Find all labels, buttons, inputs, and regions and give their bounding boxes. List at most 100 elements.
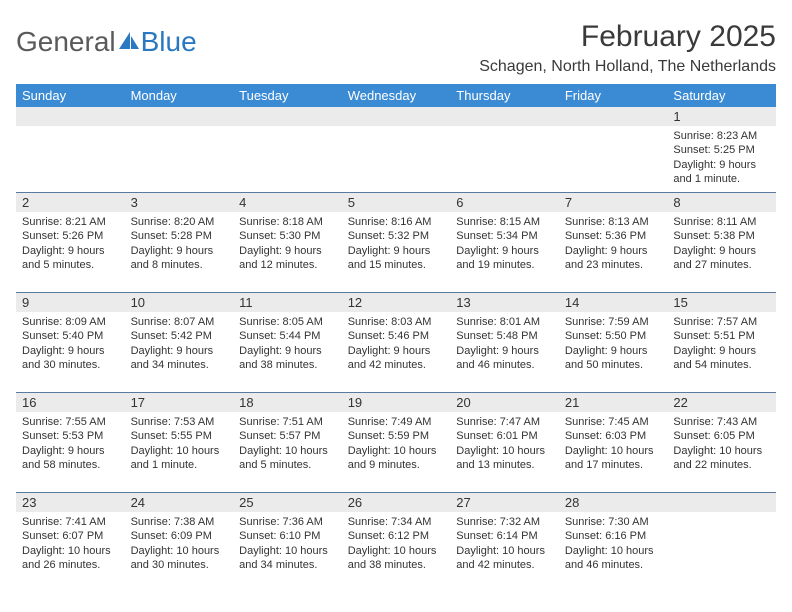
daynum-row: 2345678 (16, 192, 776, 212)
day-cell: Sunrise: 7:41 AMSunset: 6:07 PMDaylight:… (16, 512, 125, 592)
day-cell (342, 126, 451, 192)
sunrise-text: Sunrise: 8:15 AM (456, 215, 553, 229)
sunset-text: Sunset: 5:30 PM (239, 229, 336, 243)
sunset-text: Sunset: 6:14 PM (456, 529, 553, 543)
day-cell: Sunrise: 7:51 AMSunset: 5:57 PMDaylight:… (233, 412, 342, 492)
day-number: 6 (450, 193, 559, 212)
sunset-text: Sunset: 5:25 PM (673, 143, 770, 157)
sunset-text: Sunset: 5:42 PM (131, 329, 228, 343)
week-row: Sunrise: 7:41 AMSunset: 6:07 PMDaylight:… (16, 512, 776, 592)
sunrise-text: Sunrise: 7:59 AM (565, 315, 662, 329)
sunset-text: Sunset: 5:40 PM (22, 329, 119, 343)
daylight-text: and 9 minutes. (348, 458, 445, 472)
daylight-text: Daylight: 9 hours (239, 244, 336, 258)
daynum-row: 232425262728 (16, 492, 776, 512)
sunrise-text: Sunrise: 7:30 AM (565, 515, 662, 529)
day-number (559, 107, 668, 126)
sunset-text: Sunset: 5:26 PM (22, 229, 119, 243)
daylight-text: Daylight: 10 hours (673, 444, 770, 458)
sunrise-text: Sunrise: 7:38 AM (131, 515, 228, 529)
daylight-text: Daylight: 10 hours (348, 444, 445, 458)
location: Schagen, North Holland, The Netherlands (479, 58, 776, 76)
day-cell: Sunrise: 7:36 AMSunset: 6:10 PMDaylight:… (233, 512, 342, 592)
month-title: February 2025 (479, 20, 776, 54)
sunrise-text: Sunrise: 8:09 AM (22, 315, 119, 329)
day-number: 3 (125, 193, 234, 212)
daylight-text: and 27 minutes. (673, 258, 770, 272)
sunset-text: Sunset: 5:57 PM (239, 429, 336, 443)
sunrise-text: Sunrise: 8:07 AM (131, 315, 228, 329)
daylight-text: and 38 minutes. (239, 358, 336, 372)
sunrise-text: Sunrise: 7:36 AM (239, 515, 336, 529)
dayhead-wed: Wednesday (342, 84, 451, 107)
weeks-container: 1Sunrise: 8:23 AMSunset: 5:25 PMDaylight… (16, 107, 776, 592)
daylight-text: and 46 minutes. (456, 358, 553, 372)
sunrise-text: Sunrise: 8:05 AM (239, 315, 336, 329)
sunset-text: Sunset: 6:10 PM (239, 529, 336, 543)
day-cell: Sunrise: 7:30 AMSunset: 6:16 PMDaylight:… (559, 512, 668, 592)
daylight-text: and 5 minutes. (22, 258, 119, 272)
day-cell: Sunrise: 8:05 AMSunset: 5:44 PMDaylight:… (233, 312, 342, 392)
sunset-text: Sunset: 6:01 PM (456, 429, 553, 443)
dayhead-thu: Thursday (450, 84, 559, 107)
day-number: 20 (450, 393, 559, 412)
logo-sail-icon (118, 26, 140, 58)
daylight-text: and 42 minutes. (456, 558, 553, 572)
day-cell: Sunrise: 7:57 AMSunset: 5:51 PMDaylight:… (667, 312, 776, 392)
daylight-text: Daylight: 10 hours (131, 444, 228, 458)
daylight-text: Daylight: 9 hours (565, 344, 662, 358)
sunrise-text: Sunrise: 8:13 AM (565, 215, 662, 229)
daylight-text: Daylight: 10 hours (565, 544, 662, 558)
daylight-text: Daylight: 10 hours (239, 444, 336, 458)
dayhead-tue: Tuesday (233, 84, 342, 107)
sunrise-text: Sunrise: 8:20 AM (131, 215, 228, 229)
day-cell (16, 126, 125, 192)
day-number: 16 (16, 393, 125, 412)
day-number: 22 (667, 393, 776, 412)
sunset-text: Sunset: 6:12 PM (348, 529, 445, 543)
day-number: 2 (16, 193, 125, 212)
day-number: 25 (233, 493, 342, 512)
daylight-text: and 26 minutes. (22, 558, 119, 572)
day-number: 23 (16, 493, 125, 512)
day-number: 24 (125, 493, 234, 512)
calendar-page: General Blue February 2025 Schagen, Nort… (0, 0, 792, 592)
day-number: 15 (667, 293, 776, 312)
sunrise-text: Sunrise: 7:47 AM (456, 415, 553, 429)
sunrise-text: Sunrise: 7:34 AM (348, 515, 445, 529)
daylight-text: Daylight: 9 hours (22, 244, 119, 258)
sunrise-text: Sunrise: 7:55 AM (22, 415, 119, 429)
daylight-text: Daylight: 9 hours (348, 344, 445, 358)
sunrise-text: Sunrise: 7:32 AM (456, 515, 553, 529)
day-number: 26 (342, 493, 451, 512)
daylight-text: Daylight: 10 hours (239, 544, 336, 558)
logo-text-2: Blue (141, 26, 197, 58)
sunset-text: Sunset: 5:36 PM (565, 229, 662, 243)
day-cell: Sunrise: 7:34 AMSunset: 6:12 PMDaylight:… (342, 512, 451, 592)
day-number: 9 (16, 293, 125, 312)
sunrise-text: Sunrise: 8:01 AM (456, 315, 553, 329)
title-block: February 2025 Schagen, North Holland, Th… (479, 20, 776, 76)
daylight-text: and 54 minutes. (673, 358, 770, 372)
day-cell: Sunrise: 8:18 AMSunset: 5:30 PMDaylight:… (233, 212, 342, 292)
sunset-text: Sunset: 5:28 PM (131, 229, 228, 243)
daylight-text: and 38 minutes. (348, 558, 445, 572)
day-number: 14 (559, 293, 668, 312)
day-cell: Sunrise: 7:32 AMSunset: 6:14 PMDaylight:… (450, 512, 559, 592)
day-number: 18 (233, 393, 342, 412)
daynum-row: 16171819202122 (16, 392, 776, 412)
day-number (125, 107, 234, 126)
header: General Blue February 2025 Schagen, Nort… (16, 20, 776, 76)
day-cell: Sunrise: 8:07 AMSunset: 5:42 PMDaylight:… (125, 312, 234, 392)
daylight-text: and 30 minutes. (22, 358, 119, 372)
daylight-text: and 34 minutes. (239, 558, 336, 572)
sunset-text: Sunset: 6:07 PM (22, 529, 119, 543)
sunrise-text: Sunrise: 8:16 AM (348, 215, 445, 229)
daylight-text: Daylight: 9 hours (673, 344, 770, 358)
sunrise-text: Sunrise: 7:49 AM (348, 415, 445, 429)
day-cell: Sunrise: 8:23 AMSunset: 5:25 PMDaylight:… (667, 126, 776, 192)
day-number: 21 (559, 393, 668, 412)
sunrise-text: Sunrise: 7:43 AM (673, 415, 770, 429)
sunset-text: Sunset: 6:09 PM (131, 529, 228, 543)
daylight-text: Daylight: 10 hours (22, 544, 119, 558)
